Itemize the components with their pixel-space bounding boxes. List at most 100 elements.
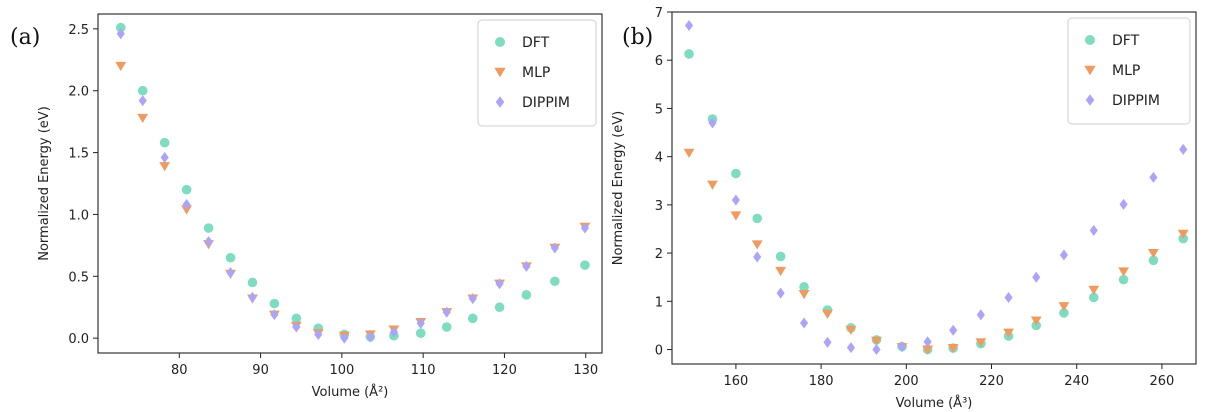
panel-a: 80 90 100 110 120 130 0.0 0.5 1.0 1.5 2.0 2.5 Volume… xyxy=(10,13,603,400)
data-point-mlp xyxy=(707,180,718,190)
data-point-dippim xyxy=(1149,171,1158,183)
x-tick-label: 260 xyxy=(1150,374,1175,389)
data-point-mlp xyxy=(922,345,934,355)
data-point-dft xyxy=(291,313,302,324)
legend: DFT MLP DIPPIM xyxy=(477,19,597,127)
data-point-dft xyxy=(159,137,170,148)
data-point-mlp xyxy=(137,113,149,124)
data-point-dft xyxy=(137,85,148,96)
data-point-dippim xyxy=(846,342,856,354)
data-point-dippim xyxy=(138,95,147,107)
data-point-dft xyxy=(1059,308,1069,318)
y-tick-label: 2.0 xyxy=(68,85,89,100)
data-point-dippim xyxy=(226,267,235,279)
data-point-dft xyxy=(752,213,763,224)
data-point-dft xyxy=(580,260,590,270)
data-point-mlp xyxy=(1058,302,1070,312)
data-point-dippim xyxy=(1179,143,1188,155)
data-point-dippim xyxy=(160,151,169,164)
data-point-dft xyxy=(550,276,560,287)
data-point-dippim xyxy=(522,260,531,272)
y-tick-label: 0.5 xyxy=(68,270,89,285)
legend: DFT MLP DIPPIM xyxy=(1067,17,1191,125)
y-tick-label: 4 xyxy=(655,151,663,166)
y-tick-label: 3 xyxy=(655,199,663,214)
data-point-dippim xyxy=(897,341,907,353)
data-point-mlp xyxy=(1147,249,1159,259)
data-point-dippim xyxy=(1119,198,1128,210)
x-tick-label: 110 xyxy=(411,363,436,378)
data-point-dippim xyxy=(468,293,477,305)
data-point-dft xyxy=(494,302,505,313)
data-point-dippim xyxy=(1004,291,1013,303)
x-tick-label: 220 xyxy=(979,374,1004,389)
data-point-dippim xyxy=(182,199,191,211)
data-point-dippim xyxy=(753,251,762,263)
legend-box xyxy=(1067,17,1191,125)
data-point-dippim xyxy=(314,328,323,340)
data-point-dft xyxy=(521,290,532,300)
data-point-dippim xyxy=(366,331,375,343)
panel-label: (a) xyxy=(10,25,40,50)
data-point-dippim xyxy=(1032,271,1041,283)
y-tick-label: 0.0 xyxy=(68,332,89,347)
data-point-mlp xyxy=(975,338,987,348)
x-tick-label: 120 xyxy=(492,363,517,378)
data-point-mlp xyxy=(775,266,787,277)
series-dippim xyxy=(684,19,1188,356)
data-point-dippim xyxy=(1089,224,1098,236)
data-point-mlp xyxy=(683,148,695,158)
data-point-dippim xyxy=(389,326,398,338)
x-tick-label: 90 xyxy=(252,363,269,378)
data-point-dft xyxy=(115,22,126,33)
y-tick-label: 1 xyxy=(655,295,663,310)
y-axis-label: Normalized Energy (eV) xyxy=(37,106,52,261)
data-point-dippim xyxy=(270,309,279,321)
x-tick-label: 80 xyxy=(171,363,188,378)
data-point-dippim xyxy=(731,194,740,206)
data-point-dippim xyxy=(116,28,125,40)
legend-marker-dippim xyxy=(495,96,505,108)
data-point-mlp xyxy=(845,325,857,335)
x-axis-label: Volume (Å²) xyxy=(312,384,389,400)
data-point-mlp xyxy=(751,240,763,250)
panel-b: 160 180 200 220 240 260 0 1 2 3 4 5 6 7 Volume (Å³) Nor… xyxy=(611,6,1197,411)
data-point-mlp xyxy=(947,344,959,354)
y-tick-label: 7 xyxy=(655,6,663,21)
data-point-mlp xyxy=(822,309,833,319)
data-point-dippim xyxy=(292,321,301,333)
y-tick-label: 0 xyxy=(655,344,663,359)
data-point-dippim xyxy=(204,236,213,248)
legend-label-mlp: MLP xyxy=(522,65,550,81)
legend-label-dippim: DIPPIM xyxy=(1112,93,1160,109)
data-point-mlp xyxy=(1030,316,1042,326)
legend-marker-dft xyxy=(495,37,505,47)
data-point-dft xyxy=(181,184,192,195)
data-point-mlp xyxy=(798,290,810,300)
data-point-dippim xyxy=(872,344,881,356)
data-point-dft xyxy=(415,328,426,339)
data-point-dft xyxy=(775,251,786,262)
x-tick-label: 160 xyxy=(723,374,748,389)
data-point-mlp xyxy=(871,336,882,346)
legend-box xyxy=(477,19,597,127)
data-point-dft xyxy=(441,322,452,332)
y-tick-label: 2 xyxy=(655,247,663,262)
legend-marker-dippim xyxy=(1085,94,1095,106)
data-point-dippim xyxy=(976,309,985,321)
data-point-dft xyxy=(1088,292,1099,303)
series-dippim xyxy=(116,28,590,344)
data-point-dippim xyxy=(708,117,717,129)
data-point-dft xyxy=(467,313,478,324)
data-point-dippim xyxy=(550,242,559,254)
data-point-dippim xyxy=(949,324,958,336)
y-tick-label: 5 xyxy=(655,102,663,117)
y-tick-label: 1.0 xyxy=(68,208,89,223)
data-point-dippim xyxy=(442,306,451,318)
y-tick-label: 2.5 xyxy=(68,23,89,38)
data-point-dippim xyxy=(1059,249,1069,261)
data-point-dft xyxy=(247,277,258,288)
legend-marker-dft xyxy=(1085,35,1095,45)
legend-marker-mlp xyxy=(1084,65,1096,76)
